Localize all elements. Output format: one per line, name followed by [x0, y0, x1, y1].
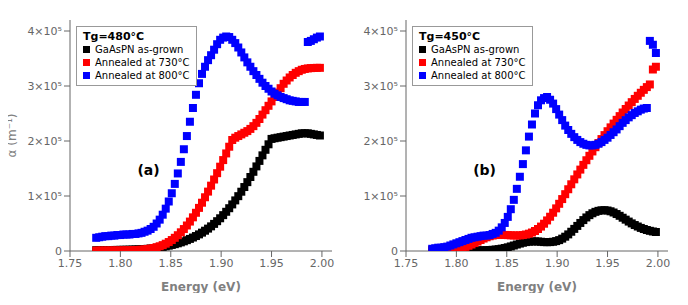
svg-text:Energy (eV): Energy (eV) — [161, 280, 241, 293]
html-text:Annealed at 800°C: Annealed at 800°C — [95, 70, 190, 81]
html-text:Tg=480°C: Tg=480°C — [83, 30, 145, 43]
svg-text:1.75: 1.75 — [394, 257, 419, 270]
html-text:Annealed at 730°C: Annealed at 730°C — [431, 57, 526, 68]
svg-text:1.80: 1.80 — [108, 257, 133, 270]
svg-text:1×10⁵: 1×10⁵ — [27, 190, 62, 203]
svg-text:4×10⁵: 4×10⁵ — [27, 25, 62, 38]
html-text:(b): (b) — [473, 162, 496, 179]
svg-text:1.90: 1.90 — [545, 257, 570, 270]
svg-text:1.80: 1.80 — [444, 257, 469, 270]
svg-text:2×10⁵: 2×10⁵ — [27, 135, 62, 148]
svg-text:0: 0 — [391, 245, 398, 258]
html-text:GaAsPN as-grown: GaAsPN as-grown — [431, 44, 520, 55]
svg-text:2×10⁵: 2×10⁵ — [363, 135, 398, 148]
svg-text:1×10⁵: 1×10⁵ — [363, 190, 398, 203]
svg-text:1.85: 1.85 — [495, 257, 520, 270]
svg-text:Energy (eV): Energy (eV) — [497, 280, 577, 293]
svg-text:1.85: 1.85 — [159, 257, 184, 270]
svg-text:3×10⁵: 3×10⁵ — [27, 80, 62, 93]
html-text:Annealed at 800°C: Annealed at 800°C — [431, 70, 526, 81]
svg-text:1.90: 1.90 — [209, 257, 234, 270]
svg-text:2.00: 2.00 — [310, 257, 335, 270]
html-text:Annealed at 730°C: Annealed at 730°C — [95, 57, 190, 68]
html-text:Tg=450°C: Tg=450°C — [419, 30, 481, 43]
svg-text:1.95: 1.95 — [595, 257, 620, 270]
svg-text:4×10⁵: 4×10⁵ — [363, 25, 398, 38]
html-text:(a): (a) — [137, 162, 160, 179]
svg-text:1.95: 1.95 — [259, 257, 284, 270]
html-text:GaAsPN as-grown: GaAsPN as-grown — [95, 44, 184, 55]
svg-text:3×10⁵: 3×10⁵ — [363, 80, 398, 93]
svg-text:α (m⁻¹): α (m⁻¹) — [8, 114, 19, 158]
svg-text:2.00: 2.00 — [646, 257, 671, 270]
svg-text:0: 0 — [55, 245, 62, 258]
svg-text:1.75: 1.75 — [58, 257, 83, 270]
